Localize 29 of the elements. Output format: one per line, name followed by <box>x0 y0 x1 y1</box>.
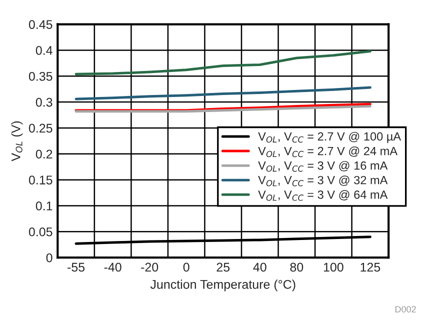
legend-label: V$_{OL}$, V$_{CC}$ = 3 V @ 64 mA <box>258 190 388 201</box>
y-tick-label: 0.05 <box>28 227 52 236</box>
x-tick-label: -40 <box>104 262 122 272</box>
y-tick-label: 0.1 <box>36 202 52 210</box>
text: D002 <box>395 306 416 312</box>
y-tick-label: 0.2 <box>36 150 52 159</box>
legend-label: V$_{OL}$, V$_{CC}$ = 3 V @ 32 mA <box>258 176 388 186</box>
legend-label: V$_{OL}$, V$_{CC}$ = 2.7 V @ 100 µA <box>258 132 402 143</box>
x-tick-label: -55 <box>68 262 85 272</box>
x-tick-label: 25 <box>216 262 230 272</box>
y-tick-label: 0.15 <box>28 176 52 184</box>
y-tick-label: 0.45 <box>28 20 52 29</box>
x-axis-title: Junction Temperature (°C) <box>150 280 296 292</box>
legend-label: V$_{OL}$, V$_{CC}$ = 3 V @ 16 mA <box>258 161 388 172</box>
y-tick-label: 0.35 <box>28 72 52 81</box>
y-tick-label: 0.25 <box>28 124 52 133</box>
y-tick-label: 0.3 <box>36 98 52 107</box>
line-series <box>74 86 372 100</box>
y-axis-title: V$_{OL}$ (V) <box>11 121 23 162</box>
legend-label: V$_{OL}$, V$_{CC}$ = 2.7 V @ 24 mA <box>258 146 398 158</box>
x-tick-label: 0 <box>183 262 190 272</box>
x-tick-label: 125 <box>360 262 380 272</box>
x-tick-label: 100 <box>324 262 344 272</box>
x-tick-label: 40 <box>253 262 266 272</box>
x-tick-label: -20 <box>141 262 158 272</box>
line-series <box>74 50 372 76</box>
y-tick-label: 0.4 <box>36 46 52 55</box>
y-tick-label: 0 <box>46 253 52 262</box>
x-tick-label: 80 <box>290 262 304 272</box>
